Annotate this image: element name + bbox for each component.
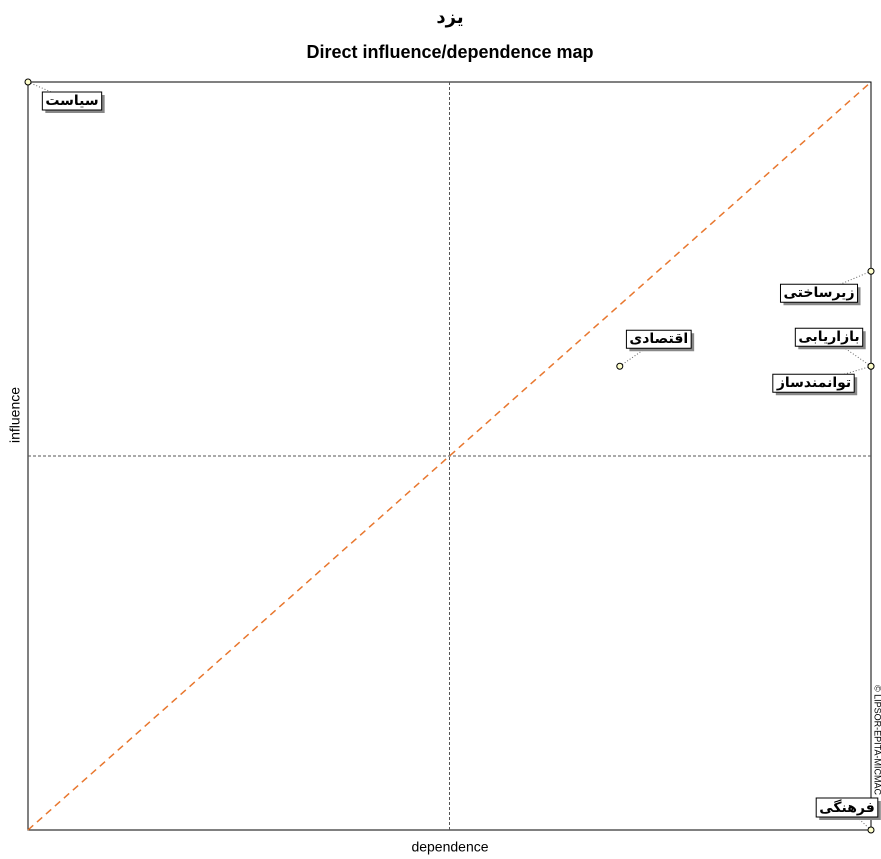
watermark: © LIPSOR-EPITA-MICMAC [873, 685, 881, 795]
label-text: سیاست [45, 93, 98, 109]
point-label: زیرساختی [779, 283, 861, 306]
label-text: بازاریابی [798, 329, 859, 345]
label-box [772, 373, 855, 393]
chart-title: یزد [436, 7, 463, 28]
point [867, 826, 875, 834]
chart-subtitle: Direct influence/dependence map [306, 42, 593, 62]
connector [818, 270, 872, 294]
label-box [41, 91, 103, 111]
point-label: فرهنگی [815, 797, 881, 820]
point [24, 78, 32, 86]
label-text: فرهنگی [819, 799, 875, 816]
x-axis-label: dependence [411, 839, 488, 855]
point [616, 362, 624, 370]
diagonal [27, 81, 872, 831]
point [867, 267, 875, 275]
point-label: توانمندساز [772, 373, 858, 396]
point-label: اقتصادی [625, 329, 695, 352]
point [867, 362, 875, 370]
label-text: توانمندساز [776, 375, 851, 391]
label-box [625, 329, 692, 349]
label-box [815, 797, 879, 818]
point-label: سیاست [41, 91, 105, 113]
connector [813, 365, 872, 384]
label-text: زیرساختی [783, 285, 854, 301]
label-box [794, 327, 864, 347]
label-box [779, 283, 859, 303]
point-label: بازاریابی [794, 327, 866, 350]
y-axis-label: influence [7, 387, 23, 443]
label-text: اقتصادی [629, 331, 688, 347]
